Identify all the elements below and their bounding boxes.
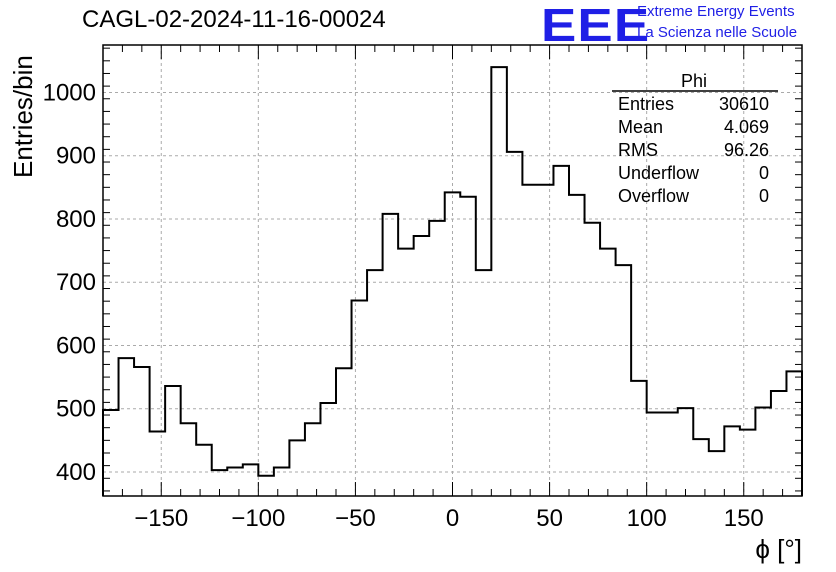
y-tick-label: 600: [56, 332, 96, 359]
eee-logo-line1: Extreme Energy Events: [637, 3, 795, 20]
x-axis-label: ϕ [°]: [755, 534, 802, 564]
y-tick-label: 500: [56, 396, 96, 423]
stats-box-value: 0: [759, 186, 769, 206]
grid-lines: [103, 45, 802, 496]
stats-box: Phi Entries 30610 Mean 4.069 RMS 96.26 Underflo…: [612, 71, 778, 206]
y-tick-label: 900: [56, 143, 96, 170]
plot-title: CAGL-02-2024-11-16-00024: [82, 6, 386, 33]
histogram-series: [102, 66, 803, 496]
eee-logo-line2: La Scienza nelle Scuole: [637, 24, 798, 41]
stats-box-value: 4.069: [724, 117, 769, 137]
stats-box-label: RMS: [618, 140, 658, 160]
y-tick-label: 700: [56, 269, 96, 296]
x-tick-label: 100: [627, 505, 667, 532]
stats-box-label: Underflow: [618, 163, 700, 183]
y-tick-label: 400: [56, 459, 96, 486]
y-tick-label: 1000: [43, 79, 96, 106]
stats-box-value: 0: [759, 163, 769, 183]
x-tick-label: 0: [446, 505, 459, 532]
stats-box-label: Mean: [618, 117, 663, 137]
x-tick-label: −150: [134, 505, 188, 532]
x-axis-ticks: −150 −100 −50 0 50 100 150: [102, 45, 803, 532]
stats-box-value: 96.26: [724, 140, 769, 160]
y-axis-ticks: 400 500 600 700 800 900 1000: [43, 47, 802, 492]
eee-logo: EEE: [541, 0, 651, 51]
y-axis-label: Entries/bin: [8, 55, 38, 178]
x-tick-label: −100: [231, 505, 285, 532]
stats-box-name: Phi: [681, 71, 707, 91]
stats-box-label: Entries: [618, 94, 674, 114]
x-tick-label: −50: [335, 505, 376, 532]
x-tick-label: 150: [724, 505, 764, 532]
x-tick-label: 50: [536, 505, 563, 532]
stats-box-label: Overflow: [618, 186, 690, 206]
y-tick-label: 800: [56, 206, 96, 233]
stats-box-value: 30610: [719, 94, 769, 114]
